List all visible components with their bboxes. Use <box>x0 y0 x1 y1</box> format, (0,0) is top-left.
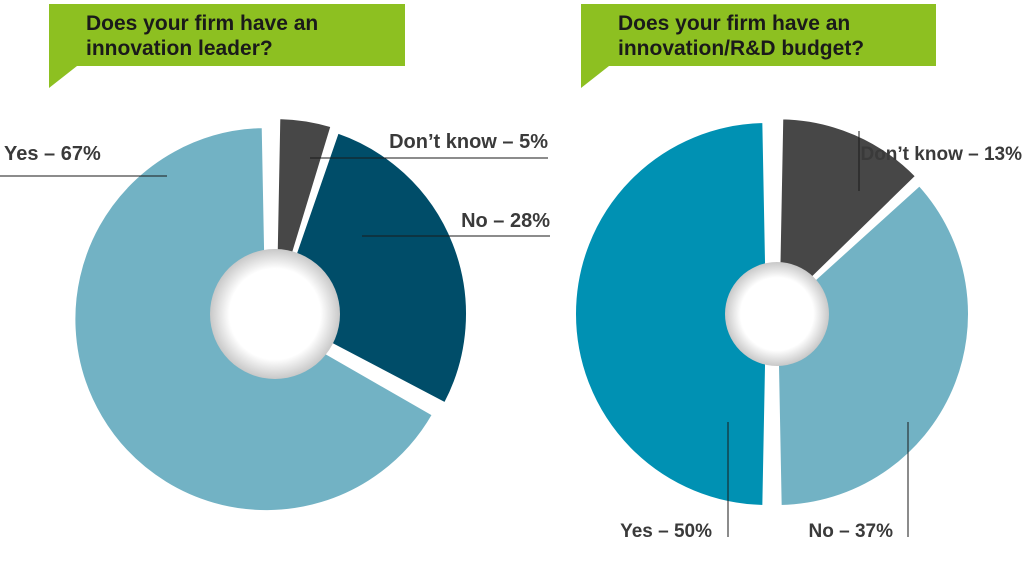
chart2-title-banner: Does your firm have an innovation/R&D bu… <box>581 4 936 88</box>
chart1-title: Does your firm have an innovation leader… <box>86 12 319 60</box>
chart2-center-hole <box>725 262 829 366</box>
chart1-data-label: Yes – 67% <box>4 143 101 165</box>
chart2-data-label: Yes – 50% <box>620 521 712 542</box>
chart2-title: Does your firm have an innovation/R&D bu… <box>618 12 865 60</box>
chart2-donut: Yes – 50% Don’t know – 13% No – 37% <box>573 117 1022 542</box>
chart2-slice-no <box>775 183 970 507</box>
chart2-data-label: No – 37% <box>809 521 894 542</box>
chart1-center-hole <box>210 249 340 379</box>
chart1-donut: Yes – 67% Don’t know – 5% No – 28% <box>0 117 550 513</box>
chart1-data-label: No – 28% <box>461 210 550 232</box>
chart2-title-tail <box>581 66 609 88</box>
chart1-title-tail <box>49 66 77 88</box>
chart2-slice-yes <box>573 121 769 507</box>
chart1-title-banner: Does your firm have an innovation leader… <box>49 4 405 88</box>
chart1-data-label: Don’t know – 5% <box>389 131 548 153</box>
chart2-slice-don-t-know <box>777 117 918 313</box>
chart2-data-label: Don’t know – 13% <box>860 144 1022 165</box>
